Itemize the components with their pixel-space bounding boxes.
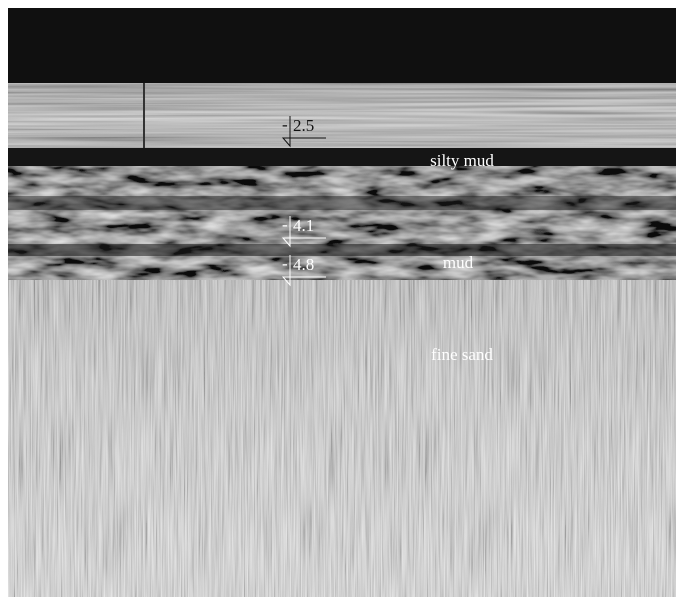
marker-sign: - (282, 254, 288, 273)
marker-depth: 4.1 (293, 216, 314, 235)
marker-sign: - (282, 215, 288, 234)
marker-depth: 4.8 (293, 255, 314, 274)
image (8, 8, 676, 597)
layer-label: silty mud (430, 151, 494, 170)
layer-label: fine sand (431, 345, 493, 364)
marker-sign: - (282, 115, 288, 134)
marker-depth: 2.5 (293, 116, 314, 135)
layer-label: mud (443, 253, 474, 272)
sonar-profile: -2.5-4.1-4.8silty mudmudfine sand (0, 0, 684, 603)
